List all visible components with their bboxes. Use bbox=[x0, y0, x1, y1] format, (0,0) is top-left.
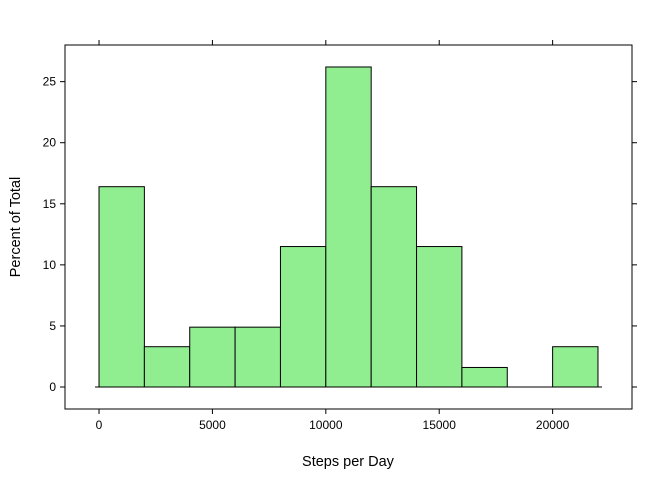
histogram-bar bbox=[461, 366, 508, 388]
y-tick-label: 5 bbox=[49, 319, 56, 333]
histogram-bar bbox=[143, 346, 191, 388]
y-tick-label: 20 bbox=[43, 136, 57, 150]
y-tick-label: 0 bbox=[49, 380, 56, 394]
histogram-bar bbox=[552, 346, 599, 388]
histogram-bar bbox=[189, 326, 236, 388]
x-tick-label: 20000 bbox=[536, 418, 570, 432]
x-tick-label: 5000 bbox=[199, 418, 226, 432]
x-tick-label: 10000 bbox=[309, 418, 343, 432]
histogram-bar bbox=[98, 186, 145, 388]
y-axis-title: Percent of Total bbox=[8, 177, 24, 278]
histogram-bar bbox=[325, 66, 372, 388]
x-axis-ticks: 0 5000 10000 15000 20000 bbox=[96, 40, 570, 432]
bars-group bbox=[98, 66, 599, 388]
histogram-bar bbox=[234, 326, 281, 388]
x-tick-label: 0 bbox=[96, 418, 103, 432]
y-tick-label: 25 bbox=[43, 75, 57, 89]
y-tick-label: 15 bbox=[43, 197, 57, 211]
histogram-bar bbox=[370, 186, 418, 388]
x-tick-label: 15000 bbox=[423, 418, 457, 432]
y-tick-label: 10 bbox=[43, 258, 57, 272]
histogram-bar bbox=[279, 246, 327, 388]
x-axis-title: Steps per Day bbox=[302, 454, 395, 470]
histogram-bar bbox=[416, 246, 463, 388]
y-axis-ticks: 0 5 10 15 20 25 bbox=[43, 75, 637, 394]
